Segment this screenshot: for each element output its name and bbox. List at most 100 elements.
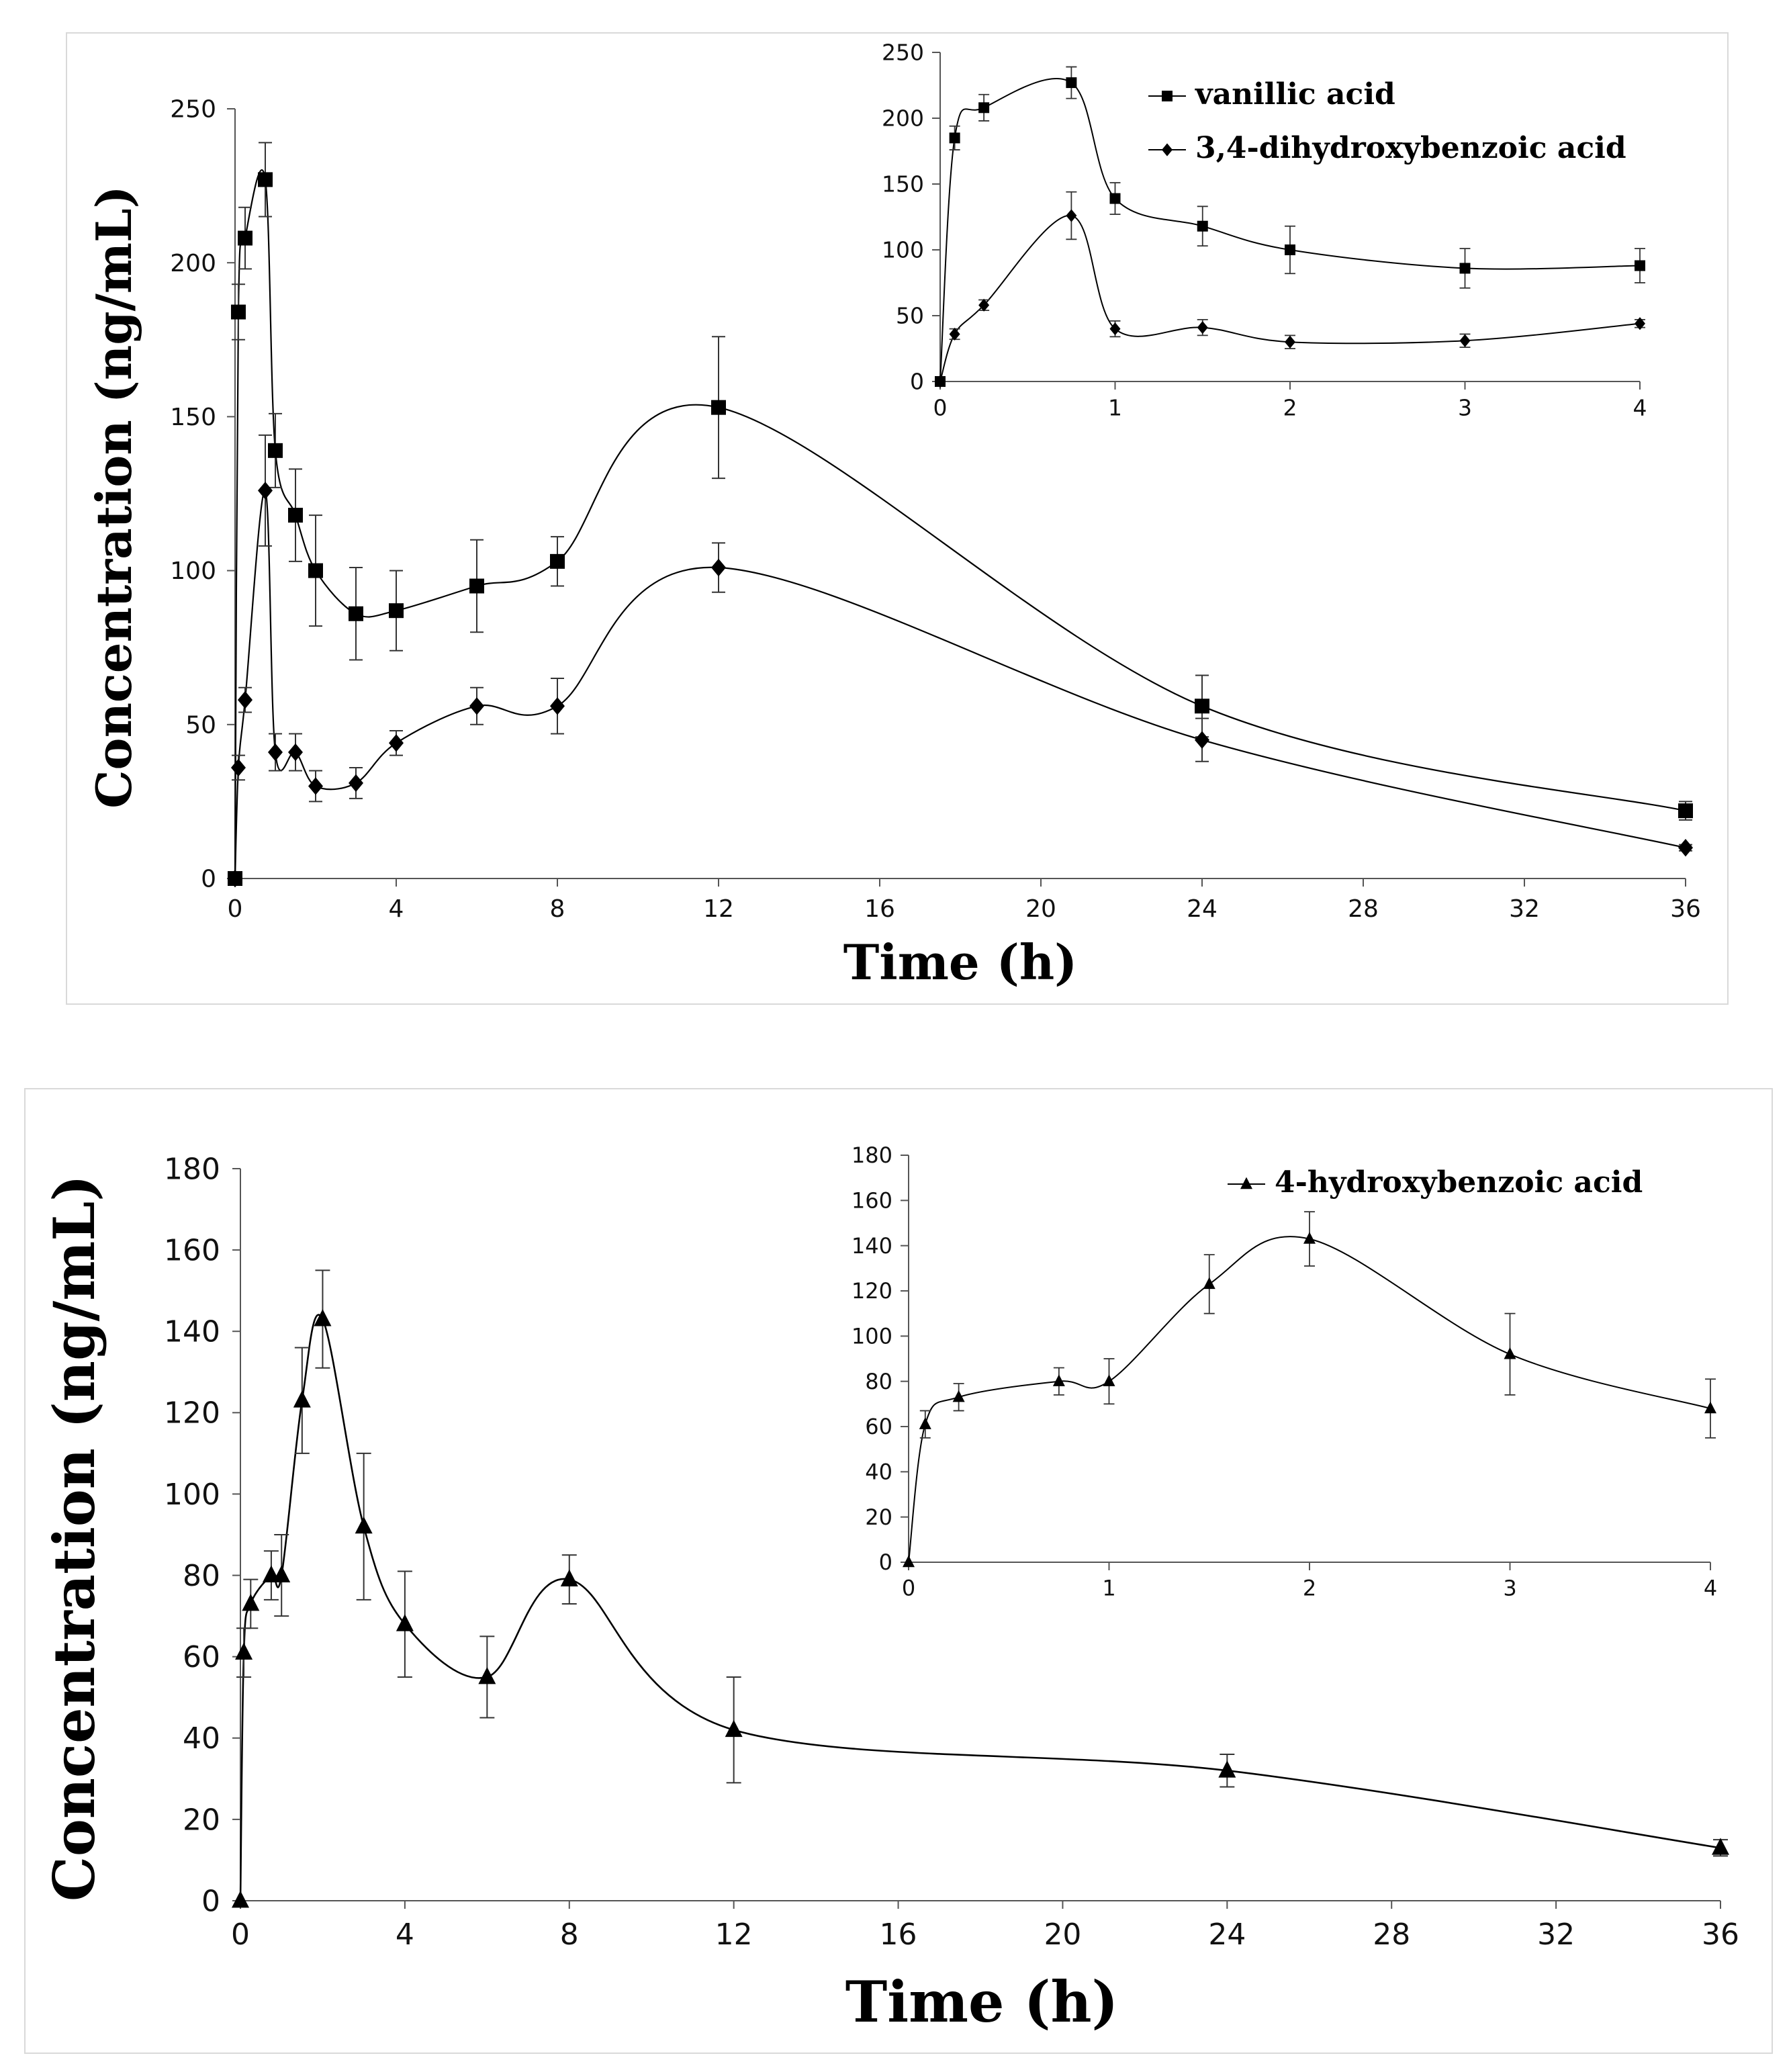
data-point-triangle	[560, 1569, 578, 1587]
data-point-square	[238, 230, 252, 246]
data-point-diamond	[1285, 335, 1295, 349]
data-point-diamond	[1459, 334, 1471, 347]
data-point-square	[1459, 263, 1471, 274]
data-point-triangle	[232, 1891, 249, 1908]
data-point-diamond	[1066, 209, 1077, 222]
top-inset-chart: 0 50 100 150 200 250 0 1 2 3 4 vanillic acid 3,4-dih…	[882, 40, 1647, 421]
data-point-triangle	[725, 1719, 743, 1738]
x-tick-label: 8	[550, 895, 565, 923]
data-point-diamond	[469, 697, 484, 715]
y-tick-label: 150	[170, 404, 216, 431]
data-point-square	[288, 508, 303, 523]
bottom-figure-panel	[24, 1088, 1773, 2054]
data-point-square	[469, 578, 484, 594]
y-tick-label: 180	[164, 1152, 220, 1186]
series-line	[234, 490, 1686, 879]
data-point-triangle	[1052, 1374, 1065, 1386]
x-tick-label: 36	[1702, 1918, 1739, 1952]
data-point-diamond	[550, 697, 565, 715]
data-point-triangle	[396, 1614, 414, 1631]
data-point-square	[1066, 77, 1077, 89]
x-tick-label: 4	[396, 1918, 414, 1952]
y-tick-label: 160	[852, 1188, 892, 1214]
legend-marker	[1162, 91, 1173, 101]
data-point-square	[949, 132, 960, 144]
data-point-square	[349, 606, 363, 621]
data-point-triangle	[235, 1642, 253, 1660]
y-tick-label: 150	[882, 171, 924, 197]
data-point-triangle	[314, 1309, 332, 1326]
data-point-square	[1635, 260, 1645, 271]
data-point-diamond	[1678, 838, 1693, 857]
data-point-triangle	[1103, 1374, 1115, 1386]
y-tick-label: 180	[852, 1142, 892, 1168]
data-point-diamond	[978, 298, 990, 312]
y-tick-label: 0	[201, 866, 216, 893]
data-point-diamond	[1109, 322, 1121, 336]
data-point-diamond	[228, 869, 242, 888]
y-axis-title: Concentration (ng/mL)	[85, 185, 142, 809]
x-tick-label: 4	[389, 895, 404, 923]
data-point-square	[258, 172, 273, 187]
x-tick-label: 4	[1633, 394, 1647, 420]
data-point-square	[550, 553, 565, 569]
x-tick-label: 36	[1670, 895, 1701, 923]
series-line	[234, 169, 1686, 879]
y-tick-label: 40	[865, 1459, 892, 1485]
data-point-diamond	[268, 743, 283, 762]
y-tick-label: 60	[865, 1414, 892, 1439]
data-point-square	[978, 102, 990, 114]
data-point-square	[711, 400, 726, 415]
top-figure-panel	[66, 32, 1729, 1005]
y-tick-label: 50	[185, 711, 216, 739]
series-square	[228, 142, 1693, 886]
legend-label: 3,4-dihydroxybenzoic acid	[1195, 131, 1626, 165]
legend-marker	[1240, 1177, 1252, 1189]
data-point-diamond	[935, 375, 946, 388]
y-tick-label: 160	[164, 1234, 220, 1268]
data-point-square	[308, 563, 323, 578]
data-point-triangle	[1704, 1401, 1716, 1414]
data-point-square	[1109, 193, 1121, 204]
series-triangle	[903, 1211, 1716, 1568]
data-point-diamond	[389, 734, 404, 752]
legend-label: 4-hydroxybenzoic acid	[1275, 1165, 1643, 1200]
x-tick-label: 12	[703, 895, 734, 923]
data-point-diamond	[1197, 321, 1208, 334]
y-tick-label: 20	[183, 1803, 220, 1837]
data-point-triangle	[273, 1565, 291, 1582]
data-point-diamond	[349, 774, 363, 793]
data-point-square	[1195, 699, 1209, 714]
x-tick-label: 8	[560, 1918, 579, 1952]
x-axis-title: Time (h)	[845, 1969, 1119, 2035]
data-point-square	[1197, 220, 1208, 232]
y-tick-label: 80	[183, 1559, 220, 1593]
x-tick-label: 2	[1303, 1576, 1316, 1601]
x-tick-label: 16	[880, 1918, 917, 1952]
y-tick-label: 40	[183, 1721, 220, 1756]
x-tick-label: 1	[1108, 394, 1122, 420]
data-point-diamond	[308, 777, 323, 795]
data-point-diamond	[1635, 317, 1645, 330]
x-tick-label: 32	[1509, 895, 1540, 923]
data-point-diamond	[230, 758, 246, 777]
x-tick-label: 24	[1208, 1918, 1246, 1952]
x-axis-title: Time (h)	[843, 934, 1077, 991]
x-tick-label: 32	[1537, 1918, 1575, 1952]
data-point-square	[268, 443, 283, 458]
x-tick-label: 0	[902, 1576, 915, 1601]
x-tick-label: 16	[864, 895, 895, 923]
y-tick-label: 140	[852, 1233, 892, 1259]
data-point-diamond	[1195, 731, 1209, 749]
y-tick-label: 100	[164, 1478, 220, 1512]
series-line	[239, 1314, 1721, 1901]
y-tick-label: 140	[164, 1315, 220, 1349]
legend-marker	[1162, 143, 1173, 156]
data-point-square	[1678, 803, 1693, 819]
data-point-square	[1285, 244, 1295, 255]
x-tick-label: 1	[1102, 1576, 1115, 1601]
data-point-diamond	[711, 558, 726, 577]
x-tick-label: 3	[1458, 394, 1472, 420]
